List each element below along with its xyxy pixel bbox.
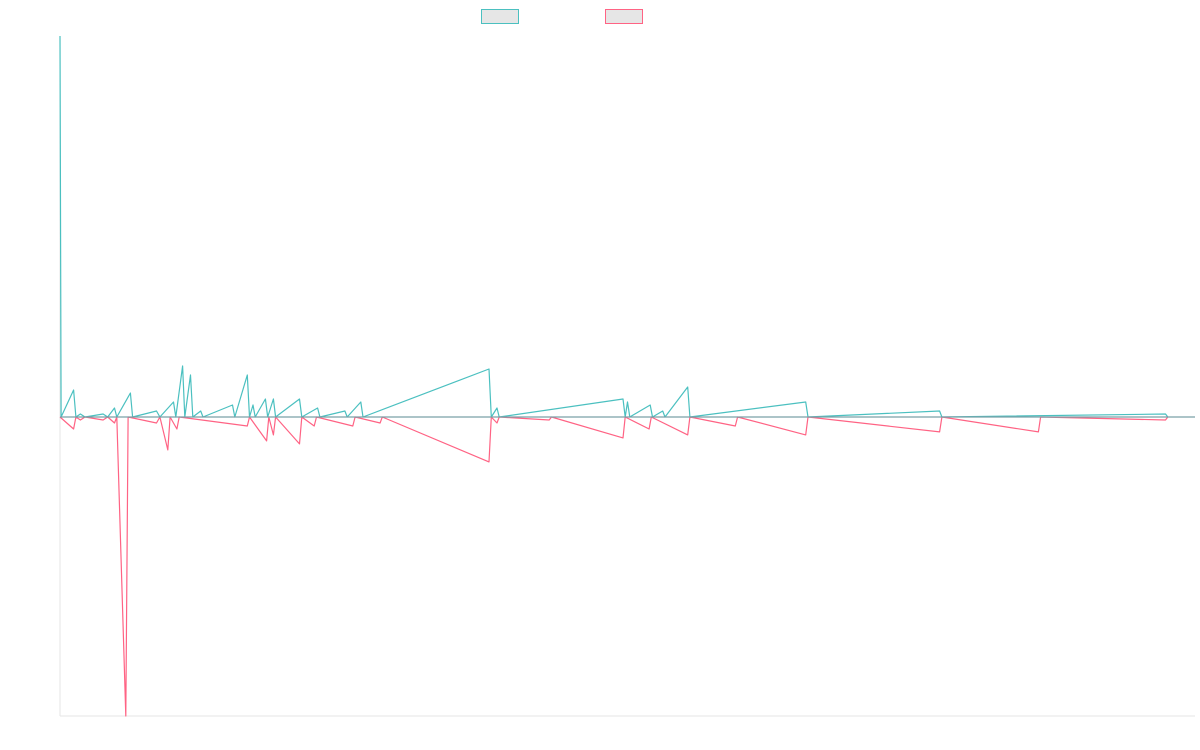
- chart-axes: [59, 36, 1195, 717]
- series-line-b: [59, 416, 1169, 717]
- chart-series-lines: [59, 35, 1195, 717]
- series-line-a: [59, 35, 1169, 418]
- legend-swatch-series-b[interactable]: [605, 9, 643, 24]
- legend: [0, 9, 1200, 27]
- legend-swatch-series-a[interactable]: [481, 9, 519, 24]
